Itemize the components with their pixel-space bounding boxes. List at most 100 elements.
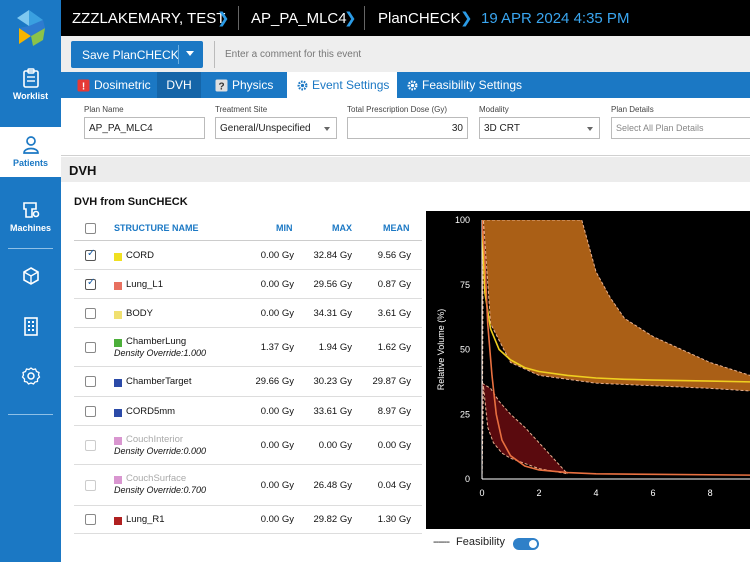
header-min[interactable]: MIN (276, 223, 293, 233)
x-tick-label: 2 (537, 488, 542, 498)
density-override: Density Override:1.000 (114, 348, 207, 358)
structure-color-swatch (114, 253, 122, 261)
min-value: 0.00 Gy (260, 514, 294, 525)
breadcrumb-module[interactable]: PlanCHECK (378, 10, 461, 27)
structure-name: Lung_R1 (126, 514, 165, 525)
structure-checkbox[interactable] (85, 514, 96, 525)
treatment-site-label: Treatment Site (215, 105, 268, 114)
structure-color-swatch (114, 379, 122, 387)
max-value: 32.84 Gy (313, 250, 352, 261)
feasibility-band (482, 220, 750, 479)
min-value: 29.66 Gy (255, 376, 294, 387)
top-header: ZZZLAKEMARY, TEST ❯ AP_PA_MLC4 ❯ PlanCHE… (61, 0, 750, 36)
sidebar-item-building[interactable] (0, 316, 61, 340)
min-value: 0.00 Gy (260, 480, 294, 491)
caret-down-icon[interactable] (186, 51, 194, 56)
table-row[interactable]: Lung_R1 0.00 Gy 29.82 Gy 1.30 Gy (74, 506, 422, 534)
min-value: 1.37 Gy (260, 342, 294, 353)
x-tick-label: 6 (651, 488, 656, 498)
mean-value: 1.62 Gy (377, 342, 411, 353)
mean-value: 1.30 Gy (377, 514, 411, 525)
table-row[interactable]: CORD 0.00 Gy 32.84 Gy 9.56 Gy (74, 241, 422, 270)
section-title: DVH (61, 157, 750, 182)
treatment-site-select[interactable]: General/Unspecified (215, 117, 337, 139)
sidebar-divider (8, 414, 53, 415)
header-mean[interactable]: MEAN (383, 223, 410, 233)
min-value: 0.00 Gy (260, 279, 294, 290)
tab-feasibility-settings[interactable]: Feasibility Settings (407, 72, 547, 98)
tab-label: Physics (232, 78, 274, 92)
max-value: 34.31 Gy (313, 308, 352, 319)
plan-name-input[interactable]: AP_PA_MLC4 (84, 117, 205, 139)
svg-text:!: ! (82, 82, 85, 93)
dvh-series-line (482, 220, 750, 383)
toolbar: Save PlanCHECK Enter a comment for this … (61, 36, 750, 72)
feasibility-lower-bound (482, 220, 750, 479)
y-tick-label: 100 (455, 215, 470, 225)
tab-label: Dosimetric (94, 78, 151, 92)
table-row[interactable]: CouchSurface Density Override:0.700 0.00 G… (74, 465, 422, 506)
total-dose-label: Total Prescription Dose (Gy) (347, 105, 448, 114)
structure-name: CouchSurface (126, 473, 187, 484)
total-dose-input[interactable]: 30 (347, 117, 468, 139)
feasibility-toggle[interactable] (513, 538, 539, 550)
sidebar-item-machines[interactable]: Machines (0, 200, 61, 250)
modality-select[interactable]: 3D CRT (479, 117, 600, 139)
chevron-right-icon: ❯ (344, 10, 357, 27)
breadcrumb-divider (238, 6, 239, 30)
structure-checkbox[interactable] (85, 277, 96, 290)
structure-checkbox[interactable] (85, 248, 96, 261)
tab-physics[interactable]: ? Physics (211, 72, 287, 98)
table-row[interactable]: ChamberLung Density Override:1.000 1.37 Gy… (74, 328, 422, 367)
structure-color-swatch (114, 409, 122, 417)
structure-checkbox[interactable] (85, 406, 96, 417)
table-row[interactable]: Lung_L1 0.00 Gy 29.56 Gy 0.87 Gy (74, 270, 422, 299)
comment-input[interactable]: Enter a comment for this event (214, 41, 750, 68)
min-value: 0.00 Gy (260, 250, 294, 261)
table-row[interactable]: BODY 0.00 Gy 34.31 Gy 3.61 Gy (74, 299, 422, 328)
save-plancheck-button[interactable]: Save PlanCHECK (71, 41, 203, 68)
breadcrumb-plan[interactable]: AP_PA_MLC4 (251, 10, 347, 27)
min-value: 0.00 Gy (260, 406, 294, 417)
table-row[interactable]: ChamberTarget 29.66 Gy 30.23 Gy 29.87 Gy (74, 367, 422, 397)
y-tick-label: 50 (460, 345, 470, 355)
structure-checkbox[interactable] (85, 308, 96, 319)
structure-name: CORD5mm (126, 406, 176, 417)
structure-name: ChamberLung (126, 336, 187, 347)
machine-icon (22, 202, 39, 218)
plan-details-select[interactable]: Select All Plan Details (611, 117, 750, 139)
app-logo (17, 10, 45, 46)
dvh-subtitle: DVH from SunCHECK (74, 196, 188, 208)
warning-icon: ! (77, 79, 90, 92)
mean-value: 3.61 Gy (377, 308, 411, 319)
structure-checkbox[interactable] (85, 376, 96, 387)
structure-color-swatch (114, 339, 122, 347)
tab-event-settings[interactable]: Event Settings (287, 72, 397, 98)
max-value: 0.00 Gy (318, 440, 352, 451)
feasibility-band (482, 383, 568, 479)
sidebar-item-settings[interactable] (0, 366, 61, 390)
tab-dvh[interactable]: DVH (157, 72, 201, 98)
sidebar-item-patients[interactable]: Patients (0, 127, 61, 177)
breadcrumb-patient[interactable]: ZZZLAKEMARY, TEST (72, 10, 226, 27)
header-max[interactable]: MAX (332, 223, 352, 233)
tab-dosimetric[interactable]: ! Dosimetric (71, 72, 157, 98)
structure-checkbox[interactable] (85, 342, 96, 353)
max-value: 30.23 Gy (313, 376, 352, 387)
header-structure-name[interactable]: STRUCTURE NAME (114, 223, 199, 233)
y-tick-label: 0 (465, 474, 470, 484)
select-all-checkbox[interactable] (85, 223, 96, 234)
cube-icon (22, 267, 39, 285)
person-icon (22, 136, 39, 154)
save-button-label: Save PlanCHECK (82, 48, 179, 62)
sidebar-item-cube[interactable] (0, 266, 61, 290)
sidebar-item-label: Patients (12, 158, 48, 168)
y-axis-label: Relative Volume (%) (436, 309, 446, 391)
structure-checkbox[interactable] (85, 480, 96, 491)
dvh-chart[interactable]: 0 25 50 75 100 0 2 4 6 8 Relative Volume (%) (426, 211, 750, 529)
structure-checkbox[interactable] (85, 440, 96, 451)
sidebar-item-worklist[interactable]: Worklist (0, 68, 61, 118)
table-body: CORD 0.00 Gy 32.84 Gy 9.56 Gy Lung_L1 0.00 Gy… (74, 241, 422, 534)
table-row[interactable]: CORD5mm 0.00 Gy 33.61 Gy 8.97 Gy (74, 397, 422, 426)
table-row[interactable]: CouchInterior Density Override:0.000 0.00 … (74, 426, 422, 465)
